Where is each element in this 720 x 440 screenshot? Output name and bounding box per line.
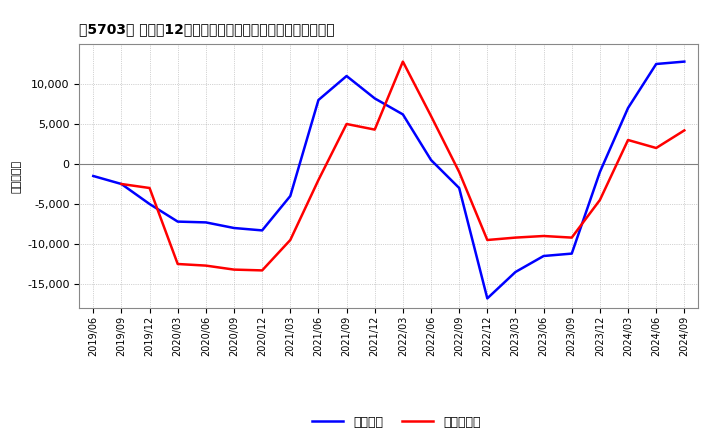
経常利益 <box>455 185 464 191</box>
当期純利益 <box>567 235 576 240</box>
経常利益 <box>624 105 632 110</box>
当期純利益 <box>314 177 323 183</box>
経常利益 <box>174 219 182 224</box>
当期純利益 <box>455 169 464 175</box>
経常利益 <box>258 228 266 233</box>
当期純利益 <box>202 263 210 268</box>
Legend: 経常利益, 当期純利益: 経常利益, 当期純利益 <box>307 411 485 434</box>
経常利益 <box>511 269 520 275</box>
当期純利益 <box>680 128 688 133</box>
当期純利益 <box>624 137 632 143</box>
当期純利益 <box>342 121 351 127</box>
当期純利益 <box>145 185 154 191</box>
当期純利益 <box>652 145 660 150</box>
Text: ５5703］ 利益だ12か月移動合計の対前年同期増減額の推移: ５5703］ 利益だ12か月移動合計の対前年同期増減額の推移 <box>79 22 335 36</box>
当期純利益 <box>174 261 182 267</box>
経常利益 <box>595 169 604 175</box>
経常利益 <box>370 96 379 101</box>
当期純利益 <box>539 233 548 238</box>
当期純利益 <box>370 127 379 132</box>
経常利益 <box>286 193 294 198</box>
経常利益 <box>230 225 238 231</box>
Y-axis label: （百万円）: （百万円） <box>12 159 22 193</box>
当期純利益 <box>230 267 238 272</box>
経常利益 <box>89 173 98 179</box>
経常利益 <box>680 59 688 64</box>
経常利益 <box>427 158 436 163</box>
当期純利益 <box>511 235 520 240</box>
当期純利益 <box>483 237 492 242</box>
当期純利益 <box>427 114 436 119</box>
経常利益 <box>117 181 126 187</box>
経常利益 <box>202 220 210 225</box>
当期純利益 <box>117 181 126 187</box>
経常利益 <box>567 251 576 256</box>
経常利益 <box>483 296 492 301</box>
経常利益 <box>342 73 351 79</box>
当期純利益 <box>595 198 604 203</box>
当期純利益 <box>286 237 294 242</box>
経常利益 <box>652 61 660 66</box>
Line: 経常利益: 経常利益 <box>94 62 684 298</box>
経常利益 <box>314 97 323 103</box>
経常利益 <box>539 253 548 259</box>
経常利益 <box>399 112 408 117</box>
当期純利益 <box>399 59 408 64</box>
Line: 当期純利益: 当期純利益 <box>122 62 684 271</box>
当期純利益 <box>258 268 266 273</box>
経常利益 <box>145 202 154 207</box>
